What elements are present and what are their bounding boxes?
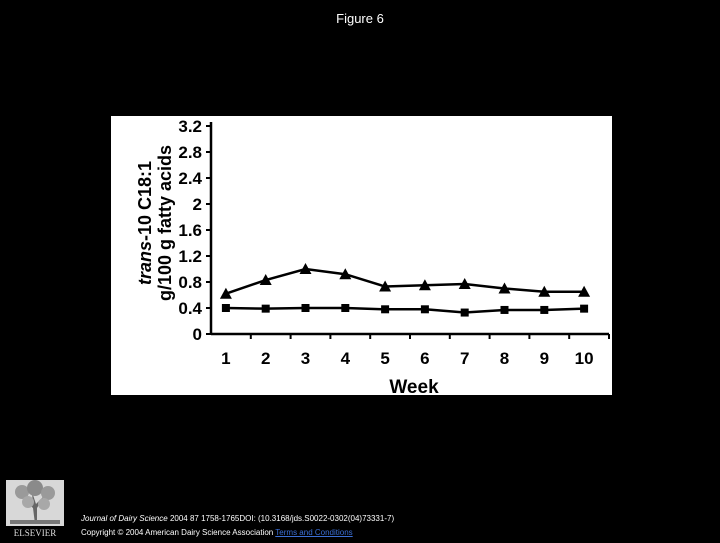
y-axis-label: trans-10 C18:1 g/100 g fatty acids	[135, 145, 175, 301]
data-point-square	[221, 304, 230, 312]
data-point-square	[341, 304, 350, 312]
terms-link[interactable]: Terms and Conditions	[275, 528, 353, 537]
x-tick-label: 3	[301, 349, 310, 368]
y-tick-label: 2.8	[178, 143, 202, 162]
citation-details: 2004 87 1758-1765DOI: (10.3168/jds.S0022…	[167, 514, 395, 523]
x-tick-label: 1	[221, 349, 230, 368]
x-tick-label: 6	[420, 349, 429, 368]
y-axis-label-italic: trans	[135, 241, 155, 285]
data-point-square	[500, 305, 509, 314]
series-line-triangle	[225, 267, 585, 295]
y-axis-label-rest: -10 C18:1	[135, 161, 155, 241]
y-tick-label: 1.6	[178, 221, 202, 240]
x-tick-label: 7	[460, 349, 469, 368]
elsevier-wordmark: ELSEVIER	[14, 528, 57, 538]
y-tick-label: 2	[193, 195, 202, 214]
data-point-triangle	[498, 282, 511, 294]
y-axis-label-line1: trans-10 C18:1	[135, 161, 155, 285]
data-point-triangle	[458, 277, 471, 289]
data-point-triangle	[578, 285, 591, 297]
data-point-square	[381, 305, 390, 314]
y-tick-label: 3.2	[178, 117, 202, 136]
x-tick-label: 2	[261, 349, 270, 368]
journal-name: Journal of Dairy Science	[81, 514, 168, 523]
citation-line: Journal of Dairy Science 2004 87 1758-17…	[81, 514, 394, 523]
copyright-line: Copyright © 2004 American Dairy Science …	[81, 528, 353, 537]
series-line-square	[225, 306, 585, 314]
line-chart: trans-10 C18:1 g/100 g fatty acids 0 0.4 0…	[135, 117, 610, 395]
data-point-triangle	[259, 274, 272, 286]
data-point-triangle	[538, 285, 551, 297]
data-point-square	[420, 305, 429, 314]
y-tick-label: 2.4	[178, 169, 202, 188]
data-point-square	[460, 308, 469, 317]
x-tick-label: 8	[500, 349, 509, 368]
page-title: Figure 6	[336, 11, 384, 26]
x-axis-label: Week	[389, 377, 439, 395]
x-tick-label: 10	[575, 349, 594, 368]
y-tick-label: 1.2	[178, 247, 202, 266]
figure-panel: trans-10 C18:1 g/100 g fatty acids 0 0.4 0…	[111, 116, 612, 395]
elsevier-tree-icon: ELSEVIER	[6, 480, 64, 538]
x-tick-label: 5	[380, 349, 389, 368]
data-point-triangle	[339, 268, 352, 280]
data-point-square	[261, 304, 270, 313]
data-point-square	[580, 304, 589, 313]
copyright-text: Copyright © 2004 American Dairy Science …	[81, 528, 274, 537]
data-point-triangle	[379, 280, 392, 292]
data-point-triangle	[219, 287, 232, 299]
x-tick-label: 4	[341, 349, 351, 368]
data-point-square	[540, 305, 549, 314]
y-tick-label: 0	[193, 325, 202, 344]
x-tick-label: 9	[540, 349, 549, 368]
data-point-triangle	[418, 279, 431, 291]
data-point-triangle	[299, 263, 312, 274]
y-tick-label: 0.8	[178, 273, 202, 292]
y-axis-label-line2: g/100 g fatty acids	[155, 145, 175, 301]
elsevier-logo: ELSEVIER	[4, 478, 66, 538]
data-point-square	[301, 304, 310, 312]
y-tick-label: 0.4	[178, 299, 202, 318]
